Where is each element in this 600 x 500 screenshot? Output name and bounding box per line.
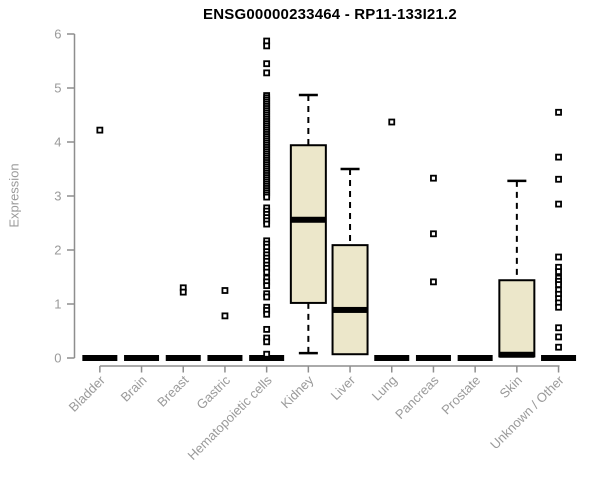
outlier-point [221,287,229,294]
outlier-point [555,343,562,351]
outlier-point [430,278,437,286]
x-axis-label: Prostate [438,373,483,418]
outlier-point [263,310,271,318]
x-axis-label: Unknown / Other [487,372,567,452]
y-tick-label: 1 [54,297,61,312]
box [289,144,327,304]
outlier-point [555,200,562,208]
x-axis-label: Liver [328,372,359,403]
x-axis-label: Kidney [278,372,317,411]
y-tick-label: 5 [54,81,61,96]
median-line [374,355,410,361]
median-line [499,351,535,358]
x-axis-label: Skin [496,373,524,401]
outlier-point [555,268,562,276]
median-line [457,355,493,361]
y-tick-label: 6 [54,27,61,42]
outlier-point [388,118,396,126]
x-axis-label: Lung [369,373,400,404]
outlier-point [263,60,271,68]
outlier-point [430,174,437,182]
outlier-point [263,268,271,276]
median-line [290,216,326,223]
median-line [332,306,368,313]
box [498,279,536,358]
outlier-point [555,108,562,116]
median-line [541,355,577,361]
x-axis-label: Pancreas [392,372,442,422]
box [331,244,369,356]
outlier-point [555,153,562,161]
outlier-point [263,69,271,77]
outlier-point [263,350,271,358]
median-line [249,355,285,361]
outlier-point [430,230,437,238]
x-axis-label: Breast [154,372,191,409]
outlier-point [263,220,271,228]
y-tick-label: 4 [54,135,61,150]
y-tick-label: 0 [54,351,61,366]
outlier-point [221,312,229,320]
outlier-point [555,303,562,311]
outlier-point [555,281,562,288]
chart-title: ENSG00000233464 - RP11-133I21.2 [203,6,457,23]
outlier-point [555,253,562,261]
median-line [82,355,118,361]
outlier-point [263,193,271,201]
median-line [415,355,451,361]
y-tick-label: 3 [54,189,61,204]
outlier-point [555,324,562,332]
x-axis-label: Bladder [66,372,109,415]
median-line [207,355,243,361]
outlier-point [555,333,562,341]
outlier-point [263,293,271,301]
median-line [165,355,201,361]
outlier-point [263,325,271,333]
outlier-point [263,282,271,290]
outlier-point [555,175,562,183]
outlier-point [263,42,271,50]
x-axis-label: Brain [118,373,150,405]
outlier-point [179,288,187,296]
outlier-point [263,338,271,346]
y-tick-label: 2 [54,243,61,258]
outlier-point [96,126,104,134]
x-axis-label: Gastric [193,372,233,412]
median-line [124,355,160,361]
